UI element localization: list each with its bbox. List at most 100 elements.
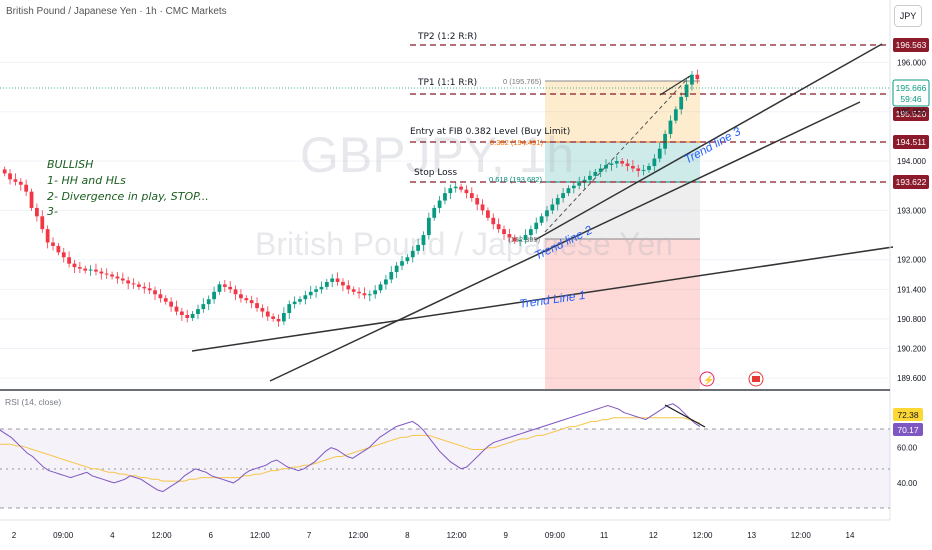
currency-button[interactable]: JPY	[894, 5, 922, 27]
candle	[620, 158, 625, 167]
bullish-line-1: BULLISH	[47, 158, 93, 171]
candle	[367, 290, 372, 302]
candle	[604, 159, 608, 173]
watermark-name: British Pound / Japanese Yen	[255, 226, 673, 262]
candle	[2, 166, 7, 177]
candle	[314, 285, 318, 298]
loss-zone	[545, 239, 700, 389]
candle	[550, 198, 555, 215]
price-tick: 196.000	[897, 58, 926, 67]
entry-badge-text: 194.511	[896, 137, 926, 147]
time-tick: 12:00	[152, 531, 173, 540]
candle	[673, 106, 678, 124]
candle	[443, 187, 447, 205]
time-tick: 12	[649, 531, 658, 540]
candle	[507, 228, 512, 242]
candle	[373, 285, 378, 299]
candle	[104, 268, 109, 279]
entry-badge: 194.511	[893, 135, 929, 149]
candle	[222, 279, 227, 293]
flag-icon[interactable]	[748, 371, 764, 387]
candle	[13, 173, 18, 186]
candle	[77, 261, 82, 274]
candle	[502, 225, 506, 240]
candles	[2, 69, 700, 327]
countdown-text: 59:46	[900, 94, 922, 104]
candle	[695, 69, 700, 84]
candle	[190, 311, 195, 321]
candle	[56, 242, 61, 256]
tp2-badge-text: 196.563	[896, 40, 927, 50]
tp2-label: TP2 (1:2 R:R)	[417, 32, 477, 42]
candle	[330, 274, 335, 288]
price-tick: 193.000	[897, 206, 926, 215]
rsi-label: RSI (14, close)	[5, 397, 61, 407]
bullish-line-4: 3-	[47, 205, 58, 218]
candle	[421, 231, 426, 251]
candle	[217, 281, 222, 295]
candle	[394, 261, 399, 278]
time-tick: 12:00	[348, 531, 369, 540]
price-tick: 195.000	[897, 108, 926, 117]
candle	[196, 304, 200, 320]
time-tick: 7	[307, 531, 312, 540]
rsi-line	[0, 403, 701, 493]
candle	[389, 266, 394, 284]
bullish-note: BULLISH 1- HH and HLs 2- Divergence in p…	[47, 158, 209, 218]
candle	[244, 295, 249, 304]
stop-badge: 193.622	[893, 175, 929, 189]
candle	[271, 313, 276, 322]
candle	[179, 307, 184, 321]
candle	[469, 187, 474, 202]
candle	[410, 246, 415, 263]
candle	[158, 289, 163, 303]
candle	[228, 280, 233, 294]
candle	[233, 285, 238, 301]
candle	[67, 251, 71, 268]
time-tick: 12:00	[250, 531, 271, 540]
fib-618-label: 0.618 (193.682)	[489, 175, 542, 184]
candle	[539, 213, 544, 226]
price-tick: 194.000	[897, 157, 926, 166]
candle	[561, 187, 565, 203]
candle	[287, 300, 292, 319]
rsi-divergence-line	[664, 404, 706, 428]
candle	[120, 272, 125, 285]
peak-line	[659, 75, 691, 96]
price-tick: 192.000	[897, 256, 926, 265]
candle	[163, 295, 168, 305]
rsi-tick: 40.00	[897, 479, 918, 488]
candle	[609, 159, 614, 171]
candle	[523, 229, 528, 244]
candle	[555, 194, 560, 211]
time-axis-ticks: 2 09:00 4 12:00 6 12:00 7 12:00 8 12:00 9 09:00 11 12…	[12, 531, 855, 540]
candle	[319, 281, 324, 294]
candle	[35, 203, 39, 222]
flash-icon[interactable]: ⚡	[699, 371, 715, 387]
candle	[453, 181, 458, 193]
tp1-badge-text: 195.520	[896, 109, 927, 119]
candle	[94, 263, 98, 276]
candle	[206, 295, 211, 311]
candle	[432, 204, 437, 221]
candle	[24, 179, 29, 197]
candle	[400, 256, 404, 271]
time-tick: 12:00	[791, 531, 812, 540]
candle	[593, 168, 598, 179]
candle	[88, 265, 93, 276]
candle	[351, 286, 356, 295]
candle	[99, 267, 104, 280]
divergence-line-price	[544, 75, 691, 233]
candle	[142, 282, 147, 294]
time-tick: 11	[600, 531, 609, 540]
candle	[652, 154, 657, 172]
candle	[641, 164, 646, 176]
candle	[416, 239, 420, 255]
candle	[598, 164, 603, 178]
candle	[647, 163, 651, 173]
time-tick: 13	[747, 531, 756, 540]
rsi-ma-line	[0, 417, 701, 482]
time-tick: 12:00	[692, 531, 713, 540]
tp1-label: TP1 (1:1 R:R)	[417, 78, 477, 88]
